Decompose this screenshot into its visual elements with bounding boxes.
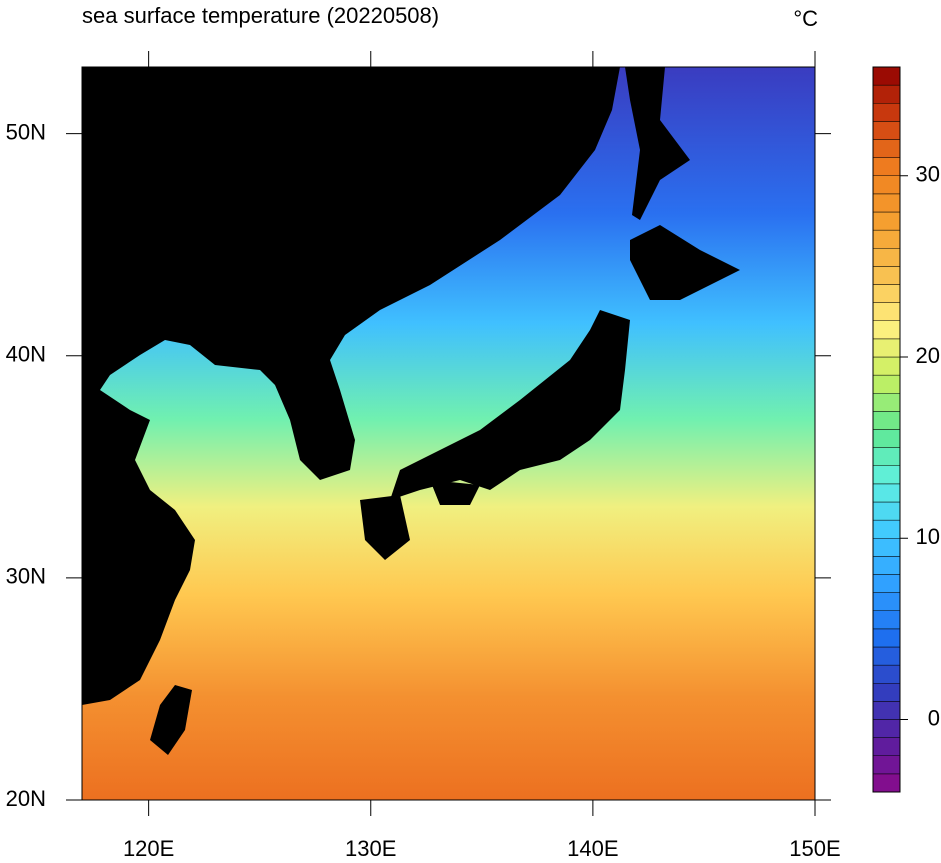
colorbar-box [872, 538, 901, 557]
colorbar-box [872, 374, 901, 394]
colorbar-tick-label: 10 [916, 524, 940, 549]
land [150, 685, 192, 755]
colorbar-box [872, 719, 901, 738]
colorbar-box [872, 610, 901, 630]
colorbar-box [872, 193, 901, 213]
colorbar-box [872, 320, 901, 340]
colorbar-box [872, 338, 901, 358]
colorbar-box [872, 139, 901, 158]
colorbar-box [872, 519, 901, 539]
colorbar-frame [872, 66, 901, 793]
colorbar-tick-label: 20 [916, 343, 940, 368]
y-tick-label: 30N [6, 564, 46, 589]
colorbar-box [872, 356, 901, 376]
colorbar-box [872, 211, 901, 231]
x-tick-label: 120E [123, 836, 174, 858]
colorbar-box [872, 447, 901, 466]
colorbar-box [872, 683, 901, 702]
y-tick-label: 20N [6, 786, 46, 811]
map-frame [81, 66, 816, 801]
colorbar-tick-label: 0 [928, 705, 940, 730]
colorbar-box [872, 465, 901, 485]
land [625, 67, 690, 220]
land [360, 495, 410, 560]
colorbar-box [872, 501, 901, 521]
x-tick-label: 130E [345, 836, 396, 858]
colorbar-box [872, 393, 901, 412]
colorbar-box [872, 773, 901, 793]
colorbar-box [872, 556, 901, 575]
colorbar-box [872, 701, 901, 720]
colorbar-box [872, 737, 901, 756]
colorbar-box [872, 429, 901, 448]
colorbar-box [872, 755, 901, 775]
colorbar-box [872, 229, 901, 249]
land [390, 310, 630, 500]
land [82, 67, 620, 705]
colorbar-box [872, 646, 901, 666]
land [630, 225, 740, 300]
colorbar-box [872, 628, 901, 648]
colorbar-box [872, 248, 901, 267]
chart-title: sea surface temperature (20220508) [82, 3, 439, 28]
x-tick-label: 150E [789, 836, 840, 858]
colorbar-box [872, 574, 901, 593]
colorbar-box [872, 103, 901, 122]
y-tick-label: 40N [6, 342, 46, 367]
map-field [81, 66, 816, 801]
colorbar-tick-label: 30 [916, 162, 940, 187]
colorbar-box [872, 66, 901, 86]
land [430, 480, 480, 505]
colorbar-box [872, 284, 901, 303]
colorbar-box [872, 664, 901, 684]
colorbar-box [872, 157, 901, 176]
x-tick-label: 140E [567, 836, 618, 858]
colorbar-box [872, 483, 901, 503]
y-tick-label: 50N [6, 119, 46, 144]
colorbar-box [872, 592, 901, 611]
colorbar-box [872, 411, 901, 430]
colorbar-box [872, 266, 901, 285]
colorbar-box [872, 302, 901, 321]
colorbar-box [872, 121, 901, 140]
colorbar-box [872, 84, 901, 104]
colorbar-box [872, 175, 901, 195]
unit-label: °C [793, 6, 818, 31]
